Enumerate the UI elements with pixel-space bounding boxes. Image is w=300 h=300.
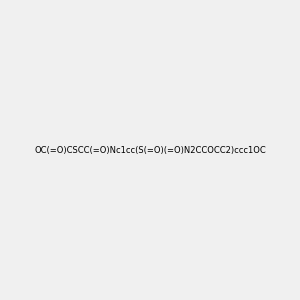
Text: OC(=O)CSCC(=O)Nc1cc(S(=O)(=O)N2CCOCC2)ccc1OC: OC(=O)CSCC(=O)Nc1cc(S(=O)(=O)N2CCOCC2)cc… (34, 146, 266, 154)
